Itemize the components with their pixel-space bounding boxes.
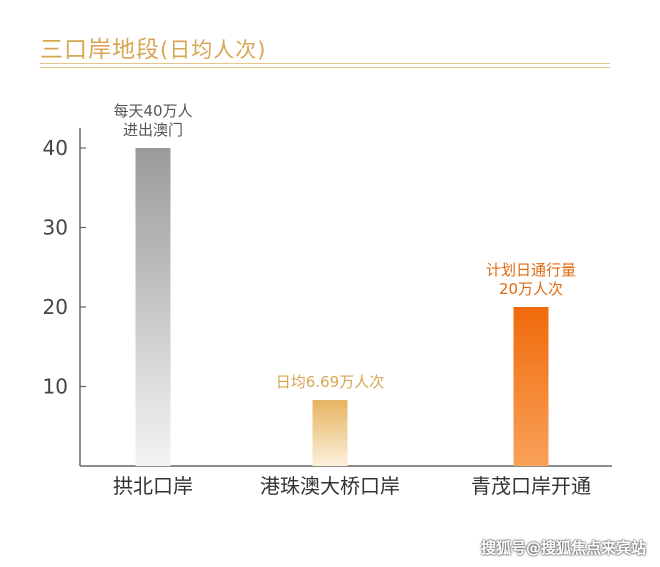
- category-label: 拱北口岸: [113, 474, 193, 498]
- bar-3: [513, 307, 549, 466]
- category-label: 港珠澳大桥口岸: [260, 474, 400, 498]
- chart-title-text: 三口岸地段: [40, 37, 160, 63]
- y-tick-label: 20: [43, 295, 68, 319]
- bar-annotation: 20万人次: [499, 280, 563, 298]
- chart-subtitle: (日均人次): [160, 38, 267, 62]
- watermark-text: 搜狐号@搜狐焦点来宾站: [480, 539, 646, 557]
- title-rule-bottom: [40, 67, 610, 68]
- bar-2: [312, 400, 348, 466]
- bar-1: [135, 148, 171, 466]
- title-rule-top: [40, 63, 610, 64]
- category-label: 青茂口岸开通: [471, 474, 591, 498]
- bar-annotation: 每天40万人: [113, 102, 192, 120]
- chart-title: 三口岸地段(日均人次): [40, 30, 266, 64]
- y-tick-label: 30: [43, 216, 68, 240]
- bar-annotation: 进出澳门: [123, 121, 183, 139]
- y-tick-label: 40: [43, 136, 68, 160]
- bar-annotation: 日均6.69万人次: [276, 373, 384, 391]
- y-tick-label: 10: [43, 375, 68, 399]
- bar-annotation: 计划日通行量: [486, 261, 576, 279]
